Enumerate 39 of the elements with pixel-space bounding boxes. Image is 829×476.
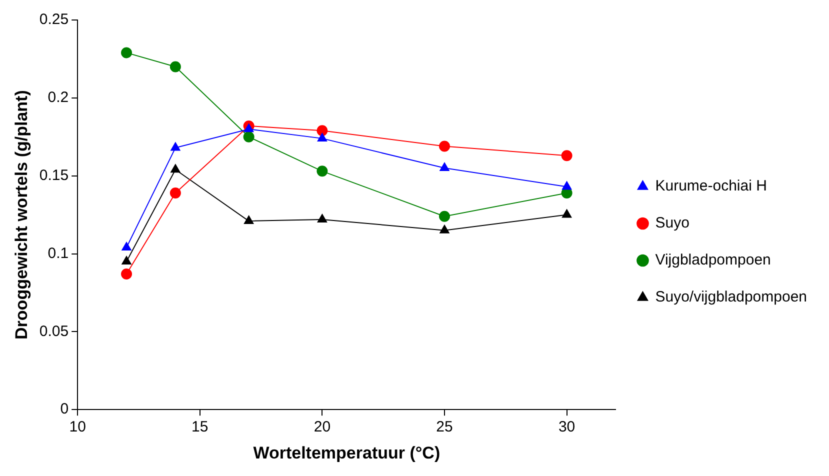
legend-label: Vijgbladpompoen xyxy=(655,252,771,269)
point xyxy=(439,210,450,222)
point xyxy=(439,140,450,152)
point xyxy=(316,166,328,177)
x-tick-label: 30 xyxy=(558,418,576,436)
point xyxy=(562,209,572,218)
point xyxy=(316,125,328,136)
y-tick-label: 0.1 xyxy=(48,244,69,262)
x-axis-title: Worteltemperatuur (°C) xyxy=(253,443,440,462)
point xyxy=(562,181,572,190)
point xyxy=(317,214,328,222)
point xyxy=(243,131,254,142)
y-tick-label: 0.25 xyxy=(39,11,69,28)
x-tick-label: 25 xyxy=(436,418,453,436)
y-tick-label: 0 xyxy=(60,400,69,418)
point xyxy=(170,164,180,173)
point xyxy=(170,187,181,198)
y-tick-label: 0.15 xyxy=(39,166,69,184)
x-tick-label: 15 xyxy=(192,418,208,436)
point xyxy=(170,61,181,72)
x-tick-label: 10 xyxy=(69,418,86,436)
y-tick-label: 0.2 xyxy=(48,89,69,106)
point xyxy=(244,124,254,132)
point xyxy=(440,224,450,234)
point xyxy=(122,256,132,265)
point xyxy=(244,216,254,224)
point xyxy=(121,47,132,58)
point xyxy=(170,142,180,151)
point xyxy=(317,132,328,142)
x-tick-label: 20 xyxy=(314,418,331,436)
point xyxy=(122,242,132,251)
y-axis-title: Drooggewicht wortels (g/plant) xyxy=(12,90,31,340)
legend-label: Suyo/vijgbladpompoen xyxy=(655,288,808,306)
y-tick-label: 0.05 xyxy=(39,322,69,340)
legend-label: Kurume-ochiai H xyxy=(655,178,767,195)
legend-label: Suyo xyxy=(655,214,690,232)
point xyxy=(440,162,450,172)
point xyxy=(121,268,132,280)
point xyxy=(561,150,572,162)
